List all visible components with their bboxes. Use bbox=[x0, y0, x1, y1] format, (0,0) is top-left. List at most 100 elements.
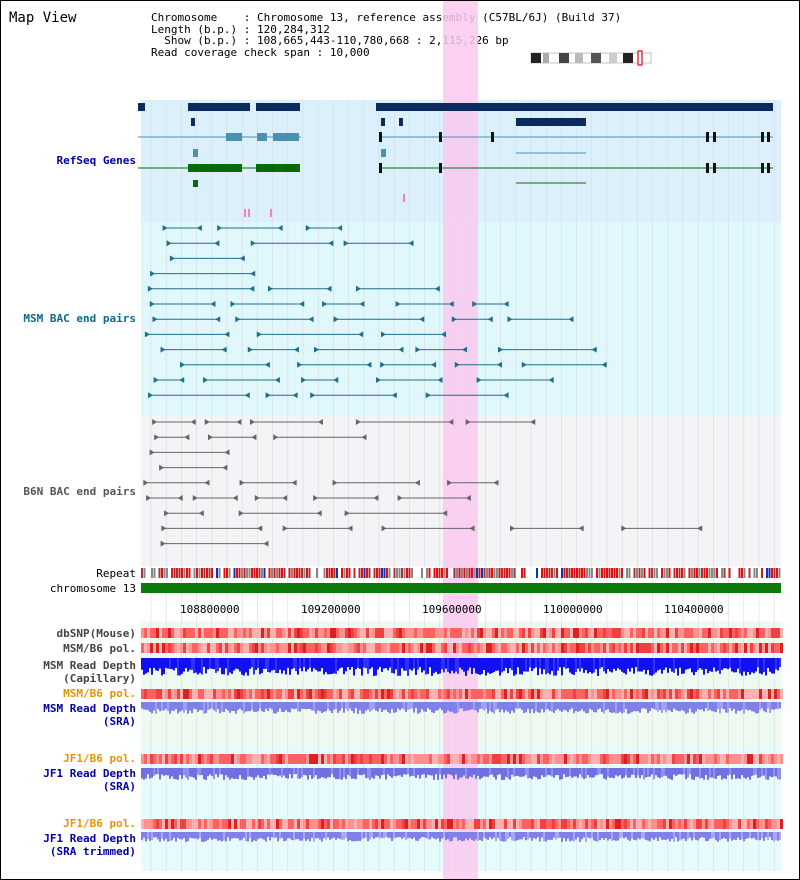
heat-cell bbox=[453, 819, 456, 829]
heat-cell bbox=[774, 628, 777, 638]
depth-bar bbox=[281, 658, 283, 674]
depth-bar bbox=[693, 658, 695, 676]
repeat-element bbox=[178, 568, 181, 578]
depth-bar bbox=[777, 768, 779, 780]
repeat-element bbox=[753, 568, 756, 578]
repeat-element bbox=[773, 568, 776, 578]
heat-cell bbox=[165, 628, 168, 638]
msm-b6-pol-label[interactable]: MSM/B6 pol. bbox=[63, 642, 136, 655]
heat-cell bbox=[519, 643, 522, 653]
msm-read-depth-capillary-label[interactable]: MSM Read Depth (Capillary) bbox=[6, 659, 136, 685]
depth-bar bbox=[301, 832, 303, 841]
jf1-b6-pol-label-2[interactable]: JF1/B6 pol. bbox=[63, 817, 136, 830]
depth-bar bbox=[517, 702, 519, 709]
bac-end-marker bbox=[462, 346, 468, 353]
bac-end-marker bbox=[149, 449, 155, 456]
heat-cell bbox=[540, 754, 543, 764]
heat-cell bbox=[285, 754, 288, 764]
refseq-genes-label[interactable]: RefSeq Genes bbox=[56, 154, 136, 167]
heat-cell bbox=[252, 754, 255, 764]
label-line: MSM Read Depth bbox=[43, 659, 136, 672]
depth-bar bbox=[223, 832, 225, 841]
heat-cell bbox=[165, 643, 168, 653]
heat-cell bbox=[354, 628, 357, 638]
depth-bar bbox=[459, 832, 461, 840]
heat-cell bbox=[150, 754, 153, 764]
depth-bar bbox=[551, 832, 553, 840]
depth-bar bbox=[143, 702, 145, 710]
depth-bar bbox=[663, 832, 665, 840]
depth-bar bbox=[581, 832, 583, 840]
depth-bar bbox=[223, 768, 225, 780]
gene-exon bbox=[706, 132, 709, 142]
depth-bar bbox=[391, 702, 393, 710]
heat-cell bbox=[681, 643, 684, 653]
dbsnp-label[interactable]: dbSNP(Mouse) bbox=[56, 627, 136, 640]
heat-cell bbox=[555, 628, 558, 638]
heat-cell bbox=[753, 689, 756, 699]
depth-bar bbox=[447, 832, 449, 840]
heat-cell bbox=[690, 819, 693, 829]
heat-cell bbox=[708, 643, 711, 653]
depth-bar bbox=[297, 658, 299, 675]
bac-end-marker bbox=[472, 301, 478, 307]
heat-cell bbox=[516, 754, 519, 764]
heat-cell bbox=[186, 689, 189, 699]
depth-bar bbox=[701, 832, 703, 838]
depth-bar bbox=[773, 768, 775, 777]
heat-cell bbox=[615, 819, 618, 829]
msm-read-depth-sra-label[interactable]: MSM Read Depth (SRA) bbox=[6, 702, 136, 728]
depth-bar bbox=[565, 658, 567, 669]
jf1-read-depth-trimmed-label[interactable]: JF1 Read Depth (SRA trimmed) bbox=[6, 832, 136, 858]
jf1-b6-pol-label[interactable]: JF1/B6 pol. bbox=[63, 752, 136, 765]
depth-bar bbox=[705, 768, 707, 776]
depth-bar bbox=[713, 702, 715, 712]
heat-cell bbox=[240, 628, 243, 638]
depth-bar bbox=[481, 702, 483, 709]
heat-cell bbox=[711, 754, 714, 764]
depth-bar bbox=[769, 832, 771, 838]
depth-bar bbox=[363, 702, 365, 714]
b6n-bac-label[interactable]: B6N BAC end pairs bbox=[23, 485, 136, 498]
heat-cell bbox=[396, 628, 399, 638]
depth-bar bbox=[219, 832, 221, 841]
depth-bar bbox=[501, 702, 503, 710]
depth-bar bbox=[529, 702, 531, 714]
repeat-element bbox=[428, 568, 431, 578]
bac-end-marker bbox=[591, 346, 597, 353]
depth-bar bbox=[505, 768, 507, 777]
depth-bar bbox=[561, 658, 563, 676]
depth-bar bbox=[211, 768, 213, 776]
bac-end-marker bbox=[177, 495, 183, 501]
depth-bar bbox=[185, 768, 187, 778]
depth-bar bbox=[463, 658, 465, 672]
heat-cell bbox=[726, 628, 729, 638]
heat-cell bbox=[711, 819, 714, 829]
msm-bac-label[interactable]: MSM BAC end pairs bbox=[23, 312, 136, 325]
heat-cell bbox=[423, 689, 426, 699]
depth-bar bbox=[717, 832, 719, 842]
heat-cell bbox=[579, 819, 582, 829]
depth-bar bbox=[691, 658, 693, 673]
jf1-read-depth-sra-label[interactable]: JF1 Read Depth (SRA) bbox=[6, 767, 136, 793]
heat-cell bbox=[201, 754, 204, 764]
heat-cell bbox=[153, 628, 156, 638]
heat-cell bbox=[237, 819, 240, 829]
heat-cell bbox=[741, 689, 744, 699]
depth-bar bbox=[365, 658, 367, 669]
depth-bar bbox=[287, 832, 289, 839]
heat-cell bbox=[432, 689, 435, 699]
msm-b6-pol-label-2[interactable]: MSM/B6 pol. bbox=[63, 687, 136, 700]
heat-cell bbox=[303, 754, 306, 764]
heat-cell bbox=[387, 754, 390, 764]
heat-cell bbox=[468, 819, 471, 829]
depth-bar bbox=[315, 832, 317, 839]
depth-bar bbox=[597, 832, 599, 842]
depth-bar bbox=[411, 658, 413, 671]
depth-bar bbox=[713, 768, 715, 779]
depth-bar bbox=[415, 832, 417, 841]
heat-cell bbox=[546, 643, 549, 653]
repeat-element bbox=[666, 568, 668, 578]
heat-cell bbox=[297, 754, 300, 764]
